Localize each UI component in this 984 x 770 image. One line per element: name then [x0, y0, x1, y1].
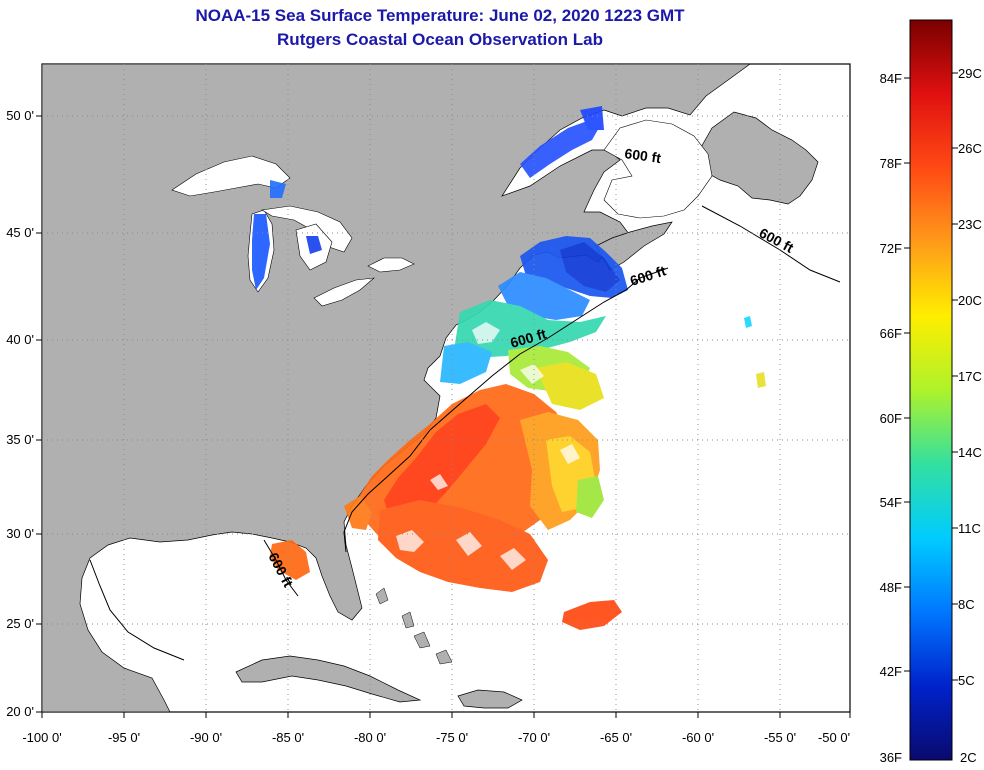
- isobath-600ft: [89, 205, 841, 661]
- cb-f-label: 54F: [880, 495, 902, 510]
- newfoundland: [695, 111, 819, 205]
- cb-c-label: 26C: [958, 141, 982, 156]
- lon-label: -65 0': [600, 730, 632, 745]
- gulf-of-st-lawrence: [603, 119, 713, 219]
- lon-label: -80 0': [354, 730, 386, 745]
- cb-c-label: 5C: [958, 673, 975, 688]
- hispaniola: [457, 689, 523, 709]
- lon-label: -75 0': [436, 730, 468, 745]
- cb-f-label: 72F: [880, 241, 902, 256]
- lat-label: 30 0': [6, 526, 34, 541]
- lon-label: -50 0': [818, 730, 850, 745]
- cb-f-label: 42F: [880, 664, 902, 679]
- lon-label: -85 0': [272, 730, 304, 745]
- lat-label: 20 0': [6, 704, 34, 719]
- colorbar: [909, 19, 953, 761]
- cb-c-label: 29C: [958, 66, 982, 81]
- cb-c-label: 8C: [958, 597, 975, 612]
- lon-label: -90 0': [190, 730, 222, 745]
- map-subtitle: Rutgers Coastal Ocean Observation Lab: [277, 30, 603, 49]
- graticule: [42, 64, 850, 712]
- lon-label: -60 0': [682, 730, 714, 745]
- lat-label: 35 0': [6, 432, 34, 447]
- axis-ticks: [36, 115, 851, 718]
- cb-f-label: 48F: [880, 580, 902, 595]
- cb-c-label: 23C: [958, 217, 982, 232]
- longitude-labels: -100 0' -95 0' -90 0' -85 0' -80 0' -75 …: [22, 730, 850, 745]
- cb-c-label: 17C: [958, 369, 982, 384]
- cb-f-label: 60F: [880, 411, 902, 426]
- lat-label: 25 0': [6, 616, 34, 631]
- lat-label: 50 0': [6, 108, 34, 123]
- cb-c-label: 2C: [960, 750, 977, 765]
- lon-label: -55 0': [764, 730, 796, 745]
- colorbar-ticks: [904, 72, 958, 681]
- map-title: NOAA-15 Sea Surface Temperature: June 02…: [195, 6, 685, 25]
- sst-data: [252, 106, 766, 630]
- cb-c-label: 20C: [958, 293, 982, 308]
- cb-f-label: 84F: [880, 71, 902, 86]
- colorbar-celsius-labels: 29C 26C 23C 20C 17C 14C 11C 8C 5C 2C: [958, 66, 982, 765]
- cuba: [235, 655, 422, 703]
- lon-label: -70 0': [518, 730, 550, 745]
- lon-label: -95 0': [108, 730, 140, 745]
- lat-label: 45 0': [6, 225, 34, 240]
- bahamas: [375, 587, 453, 665]
- cb-f-label: 66F: [880, 326, 902, 341]
- lat-label: 40 0': [6, 332, 34, 347]
- cb-c-label: 11C: [958, 521, 981, 536]
- cb-f-label: 36F: [880, 750, 902, 765]
- cb-c-label: 14C: [958, 445, 982, 460]
- colorbar-fahrenheit-labels: 84F 78F 72F 66F 60F 54F 48F 42F 36F: [880, 71, 902, 765]
- cb-f-label: 78F: [880, 156, 902, 171]
- north-america-landmass: [42, 64, 751, 712]
- contour-label-newfoundland: 600 ft: [624, 145, 663, 166]
- lon-label: -100 0': [22, 730, 61, 745]
- latitude-labels: 20 0' 25 0' 30 0' 35 0' 40 0' 45 0' 50 0…: [6, 108, 34, 719]
